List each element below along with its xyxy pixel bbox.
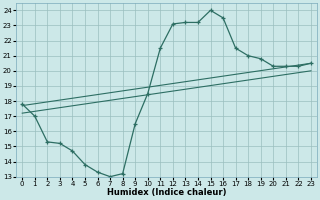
X-axis label: Humidex (Indice chaleur): Humidex (Indice chaleur) xyxy=(107,188,226,197)
